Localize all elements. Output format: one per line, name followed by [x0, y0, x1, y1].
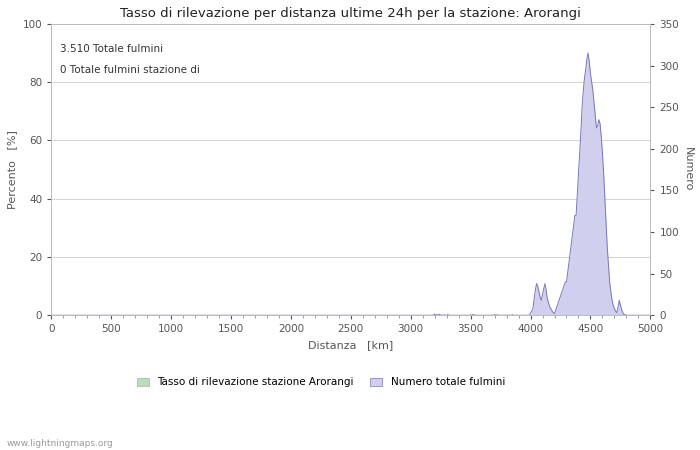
Title: Tasso di rilevazione per distanza ultime 24h per la stazione: Arorangi: Tasso di rilevazione per distanza ultime… [120, 7, 581, 20]
Y-axis label: Numero: Numero [683, 148, 693, 192]
Y-axis label: Percento   [%]: Percento [%] [7, 130, 17, 209]
Text: www.lightningmaps.org: www.lightningmaps.org [7, 439, 113, 448]
Legend: Tasso di rilevazione stazione Arorangi, Numero totale fulmini: Tasso di rilevazione stazione Arorangi, … [132, 374, 509, 392]
X-axis label: Distanza   [km]: Distanza [km] [308, 340, 393, 350]
Text: 0 Totale fulmini stazione di: 0 Totale fulmini stazione di [60, 65, 200, 75]
Text: 3.510 Totale fulmini: 3.510 Totale fulmini [60, 44, 163, 54]
